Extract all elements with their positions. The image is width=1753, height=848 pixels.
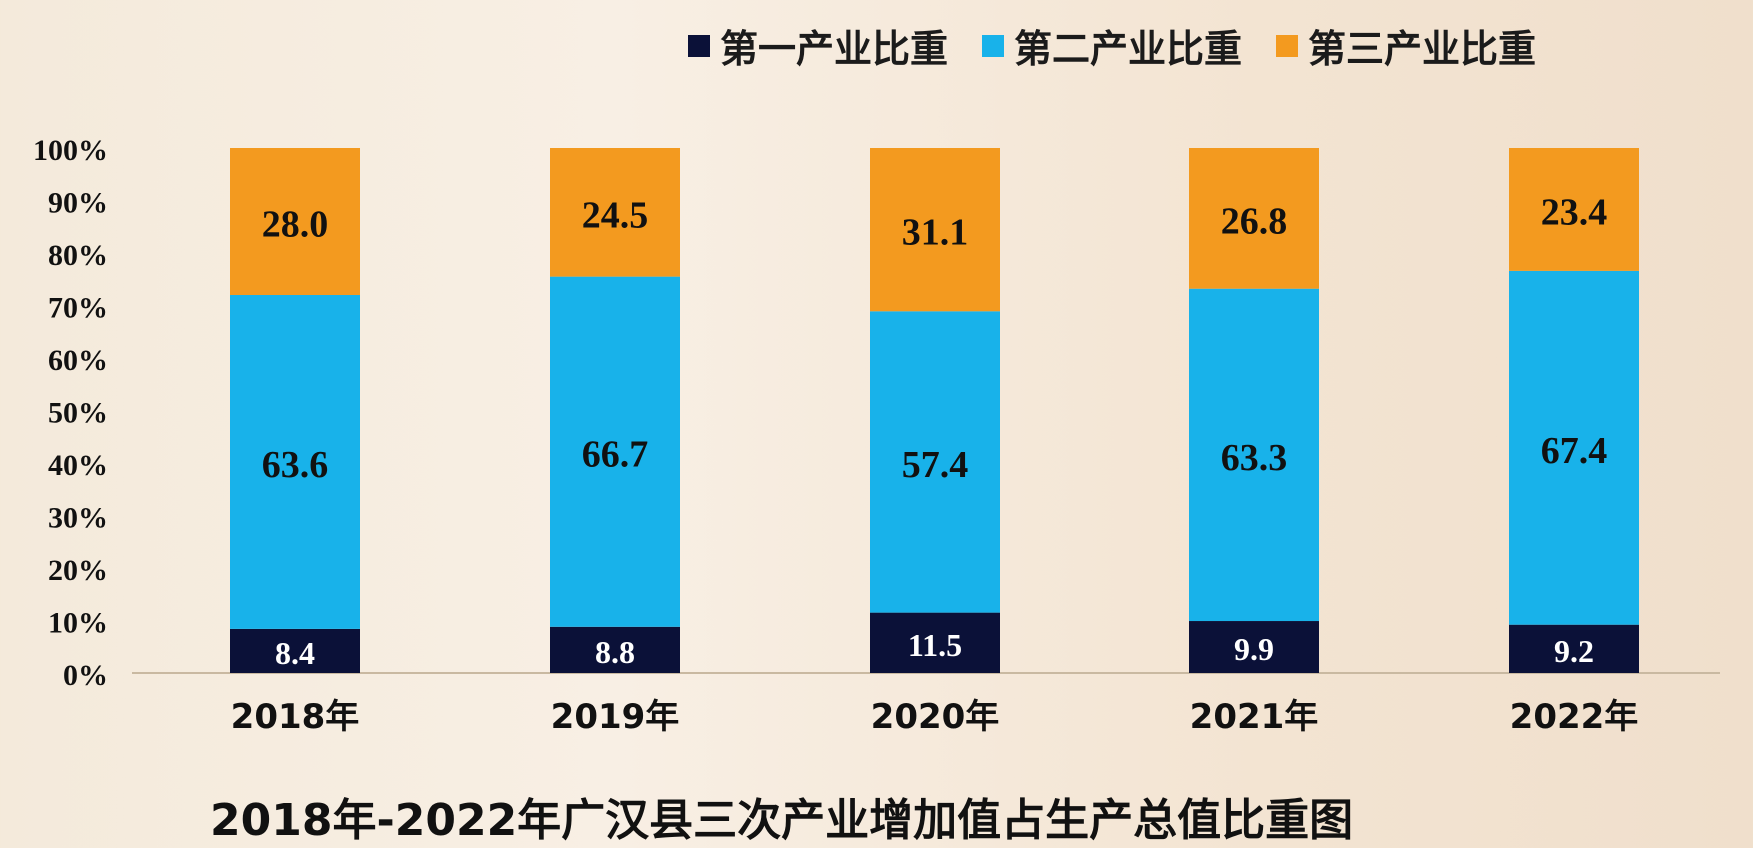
data-label: 28.0 xyxy=(262,204,329,246)
data-label: 57.4 xyxy=(902,444,969,486)
data-label: 67.4 xyxy=(1541,430,1608,472)
bar-segment-3 xyxy=(870,148,1000,312)
legend-swatch-secondary xyxy=(982,34,1005,57)
x-axis: 2018年 2019年 2020年 2021年 2022年 xyxy=(132,672,1720,737)
bar-segment-2 xyxy=(1509,270,1639,625)
x-tick-label: 2021年 xyxy=(1190,697,1319,737)
y-axis: 0% 10% 20% 30% 40% 50% 60% 70% 80% 90% 100% xyxy=(33,134,108,692)
data-label: 63.6 xyxy=(262,444,329,486)
x-tick-label: 2020年 xyxy=(871,697,1000,737)
bar-segment-1 xyxy=(1189,621,1319,673)
data-label: 9.2 xyxy=(1554,633,1594,669)
x-tick-label: 2022年 xyxy=(1510,697,1639,737)
bar-segment-3 xyxy=(1189,148,1319,289)
bar-segment-3 xyxy=(230,148,360,295)
bar-segment-3 xyxy=(1509,148,1639,271)
y-tick-label: 10% xyxy=(48,607,108,640)
data-label: 63.3 xyxy=(1221,437,1288,479)
data-label: 26.8 xyxy=(1221,200,1288,242)
data-label: 23.4 xyxy=(1541,191,1608,233)
legend-item-secondary: 第二产业比重 xyxy=(982,18,1242,73)
chart-legend: 第一产业比重 第二产业比重 第三产业比重 xyxy=(688,18,1536,73)
legend-item-tertiary: 第三产业比重 xyxy=(1276,18,1536,73)
legend-item-primary: 第一产业比重 xyxy=(688,18,948,73)
data-label: 9.9 xyxy=(1234,631,1274,667)
y-tick-label: 30% xyxy=(48,502,108,535)
x-tick-label: 2018年 xyxy=(231,697,360,737)
data-label: 8.4 xyxy=(275,635,315,671)
legend-label-primary: 第一产业比重 xyxy=(720,27,949,71)
y-tick-label: 70% xyxy=(48,292,108,325)
y-tick-label: 20% xyxy=(48,554,108,587)
data-label: 66.7 xyxy=(582,434,649,476)
y-tick-label: 60% xyxy=(48,344,108,377)
y-tick-label: 80% xyxy=(48,239,108,272)
bar-segment-2 xyxy=(550,276,680,627)
y-tick-label: 0% xyxy=(63,659,108,692)
bar-segment-1 xyxy=(870,612,1000,673)
chart-caption: 2018年-2022年广汉县三次产业增加值占生产总值比重图 xyxy=(210,795,1354,846)
bar-segment-1 xyxy=(1509,624,1639,673)
bar-segment-3 xyxy=(550,148,680,277)
bar-segment-2 xyxy=(870,311,1000,613)
x-tick-label: 2019年 xyxy=(551,697,680,737)
y-tick-label: 100% xyxy=(33,134,108,167)
y-tick-label: 40% xyxy=(48,449,108,482)
data-label: 31.1 xyxy=(902,212,969,254)
stacked-bar-chart: 0%10%20%30%40%50%60%70%80%90%100% 2018年 2… xyxy=(33,134,1720,737)
data-label-group: 8.4 63.6 28.0 8.8 66.7 24.5 11.5 57.4 31.1 9.9 63.… xyxy=(262,191,1608,671)
bar-group xyxy=(230,148,1639,673)
chart: 第一产业比重 第二产业比重 第三产业比重 0% 10% 20% 30% 40% 50% 60… xyxy=(33,18,1720,846)
bar-segment-2 xyxy=(230,295,360,629)
data-label: 24.5 xyxy=(582,194,649,236)
y-tick-label: 90% xyxy=(48,187,108,220)
legend-label-secondary: 第二产业比重 xyxy=(1014,27,1243,71)
bar-segment-1 xyxy=(230,628,360,673)
legend-swatch-primary xyxy=(688,34,710,57)
legend-swatch-tertiary xyxy=(1276,34,1299,57)
legend-label-tertiary: 第三产业比重 xyxy=(1308,27,1537,71)
data-label: 11.5 xyxy=(908,627,962,663)
y-tick-label: 50% xyxy=(48,397,108,430)
bar-segment-2 xyxy=(1189,288,1319,622)
data-label: 8.8 xyxy=(595,634,635,670)
bar-segment-1 xyxy=(550,626,680,673)
